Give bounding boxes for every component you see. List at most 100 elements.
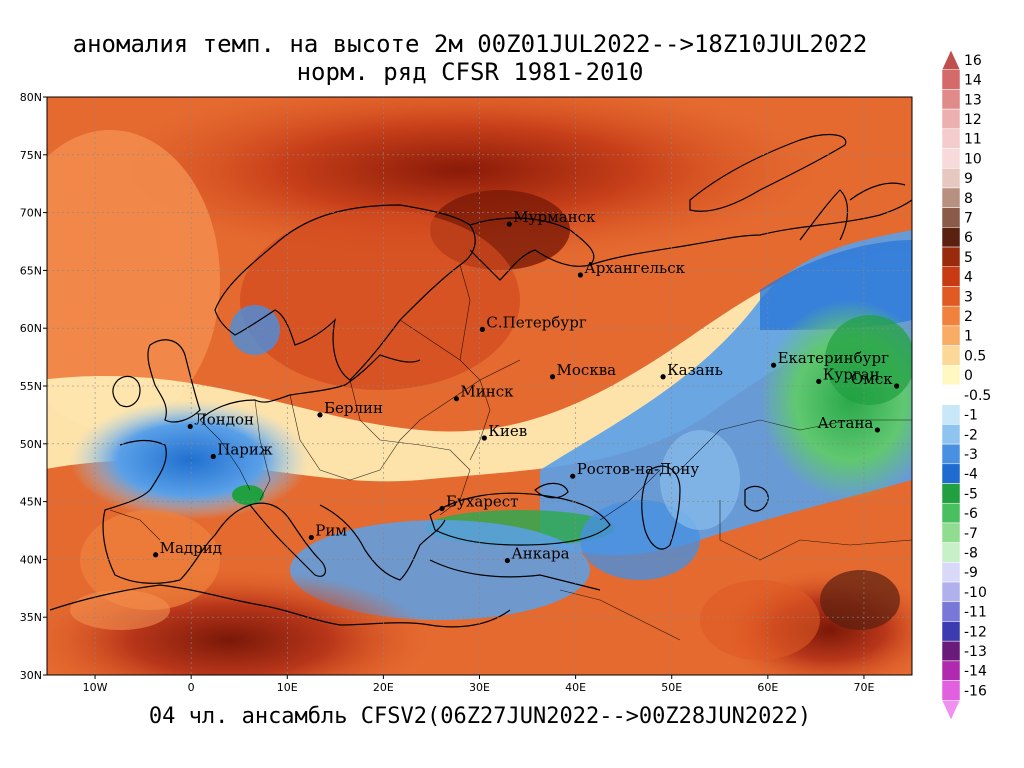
city-dot xyxy=(771,362,777,368)
city-dot xyxy=(506,221,512,227)
colorbar-swatch xyxy=(941,227,961,248)
city-label: Москва xyxy=(557,361,617,379)
city-label: Рим xyxy=(315,521,347,539)
colorbar-swatch xyxy=(941,443,961,465)
colorbar-swatch xyxy=(941,680,961,701)
lat-tick-label: 30N xyxy=(20,669,42,682)
city-label: С.Петербург xyxy=(486,313,586,331)
colorbar-swatch xyxy=(941,187,961,208)
colorbar-swatch xyxy=(941,305,961,327)
city-label: Минск xyxy=(460,383,514,401)
colorbar-swatch xyxy=(941,325,961,346)
lon-tick-label: 10E xyxy=(277,681,298,694)
colorbar-label: -1 xyxy=(964,408,978,424)
colorbar-swatch xyxy=(941,384,961,405)
lat-tick-label: 65N xyxy=(20,264,42,277)
colorbar-swatch xyxy=(941,128,961,149)
colorbar-label: 10 xyxy=(964,151,982,167)
city-label: Казань xyxy=(667,361,723,379)
city-label: Мурманск xyxy=(513,208,596,226)
lat-tick-label: 50N xyxy=(20,438,42,451)
city-label: Лондон xyxy=(194,410,254,428)
city-dot xyxy=(479,326,485,332)
colorbar-label: 4 xyxy=(964,270,973,286)
colorbar-swatch xyxy=(941,581,961,603)
lon-tick-label: 40E xyxy=(565,681,586,694)
city-markers: Мурманск Архангельск С.Петербург Москва Каза… xyxy=(153,208,900,564)
city-dot xyxy=(504,557,510,564)
colorbar-swatch xyxy=(941,640,961,662)
city-dot xyxy=(570,473,576,479)
colorbar-swatch xyxy=(941,562,961,583)
colorbar-swatch xyxy=(941,365,961,386)
city-label: Киев xyxy=(488,422,527,440)
city-label: Анкара xyxy=(511,545,569,563)
city-label: Курган xyxy=(823,365,880,383)
city-dot xyxy=(153,552,159,558)
colorbar-swatch xyxy=(941,424,961,445)
colorbar-swatch xyxy=(941,148,961,169)
colorbar-label: -9 xyxy=(964,565,978,581)
lat-tick-label: 75N xyxy=(20,149,42,162)
city-dot xyxy=(660,374,666,380)
colorbar-swatch xyxy=(941,167,961,189)
colorbar-label: 0.5 xyxy=(964,348,986,364)
colorbar-label: 1 xyxy=(964,329,973,345)
lon-tick-label: 0 xyxy=(188,681,195,694)
colorbar-label: -8 xyxy=(964,546,978,562)
city-dot xyxy=(481,435,487,441)
city-label: Архангельск xyxy=(584,259,685,277)
lat-tick-label: 70N xyxy=(20,207,42,220)
colorbar-label: 7 xyxy=(964,211,973,227)
lat-tick-label: 40N xyxy=(20,553,42,566)
colorbar: 16 14 13 12 11 10 9 8 7 6 5 4 3 2 1 0.5 0 -0.5 -1 -2 -3 -4 -5 -… xyxy=(941,49,991,721)
city-dot xyxy=(549,374,556,380)
colorbar-swatch xyxy=(941,49,961,70)
colorbar-swatch xyxy=(941,404,961,425)
colorbar-label: -6 xyxy=(964,506,978,522)
colorbar-swatch xyxy=(941,660,961,681)
lon-tick-label: 10W xyxy=(83,681,108,694)
colorbar-label: -10 xyxy=(964,585,987,601)
lat-tick-label: 55N xyxy=(20,380,42,393)
colorbar-label: -13 xyxy=(964,644,987,660)
city-dot xyxy=(187,423,193,430)
city-dot xyxy=(577,272,584,278)
city-label: Астана xyxy=(817,414,873,432)
lon-tick-label: 20E xyxy=(373,681,394,694)
colorbar-label: 13 xyxy=(964,92,982,108)
lon-tick-label: 30E xyxy=(469,681,490,694)
colorbar-swatch xyxy=(941,601,961,622)
city-dot xyxy=(453,396,460,402)
city-label: Екатеринбург xyxy=(778,349,889,367)
lon-tick-label: 50E xyxy=(661,681,682,694)
map-title-line1: аномалия темп. на высоте 2м 00Z01JUL2022… xyxy=(72,30,868,58)
colorbar-label: 6 xyxy=(964,230,973,246)
colorbar-swatch xyxy=(941,621,961,642)
colorbar-label: 11 xyxy=(964,132,982,148)
colorbar-swatch xyxy=(941,89,961,110)
city-dot xyxy=(210,453,216,460)
city-dot xyxy=(308,534,314,541)
colorbar-label: -2 xyxy=(964,427,978,443)
city-dot xyxy=(439,505,445,512)
colorbar-label: 16 xyxy=(964,53,982,69)
city-dot xyxy=(317,412,323,418)
coastlines xyxy=(49,133,912,628)
country-borders xyxy=(109,264,912,641)
lat-tick-label: 45N xyxy=(20,496,42,509)
latitude-axis: 30N 35N 40N 45N 50N 55N 60N 65N 70N 75N 80N xyxy=(20,91,47,682)
city-dot xyxy=(874,427,881,433)
city-label: Париж xyxy=(217,441,273,459)
longitude-axis: 10W 0 10E 20E 30E 40E 50E 60E 70E xyxy=(83,675,874,694)
city-dot xyxy=(816,378,822,384)
lon-tick-label: 60E xyxy=(757,681,778,694)
city-label: Мадрид xyxy=(160,539,222,557)
colorbar-swatch xyxy=(941,69,961,90)
city-label: Ростов-на-Дону xyxy=(577,460,700,478)
colorbar-swatch xyxy=(941,345,961,366)
colorbar-swatch xyxy=(941,483,961,504)
city-label: Омск xyxy=(851,370,893,388)
colorbar-label: -11 xyxy=(964,605,987,621)
colorbar-swatch xyxy=(941,463,961,484)
